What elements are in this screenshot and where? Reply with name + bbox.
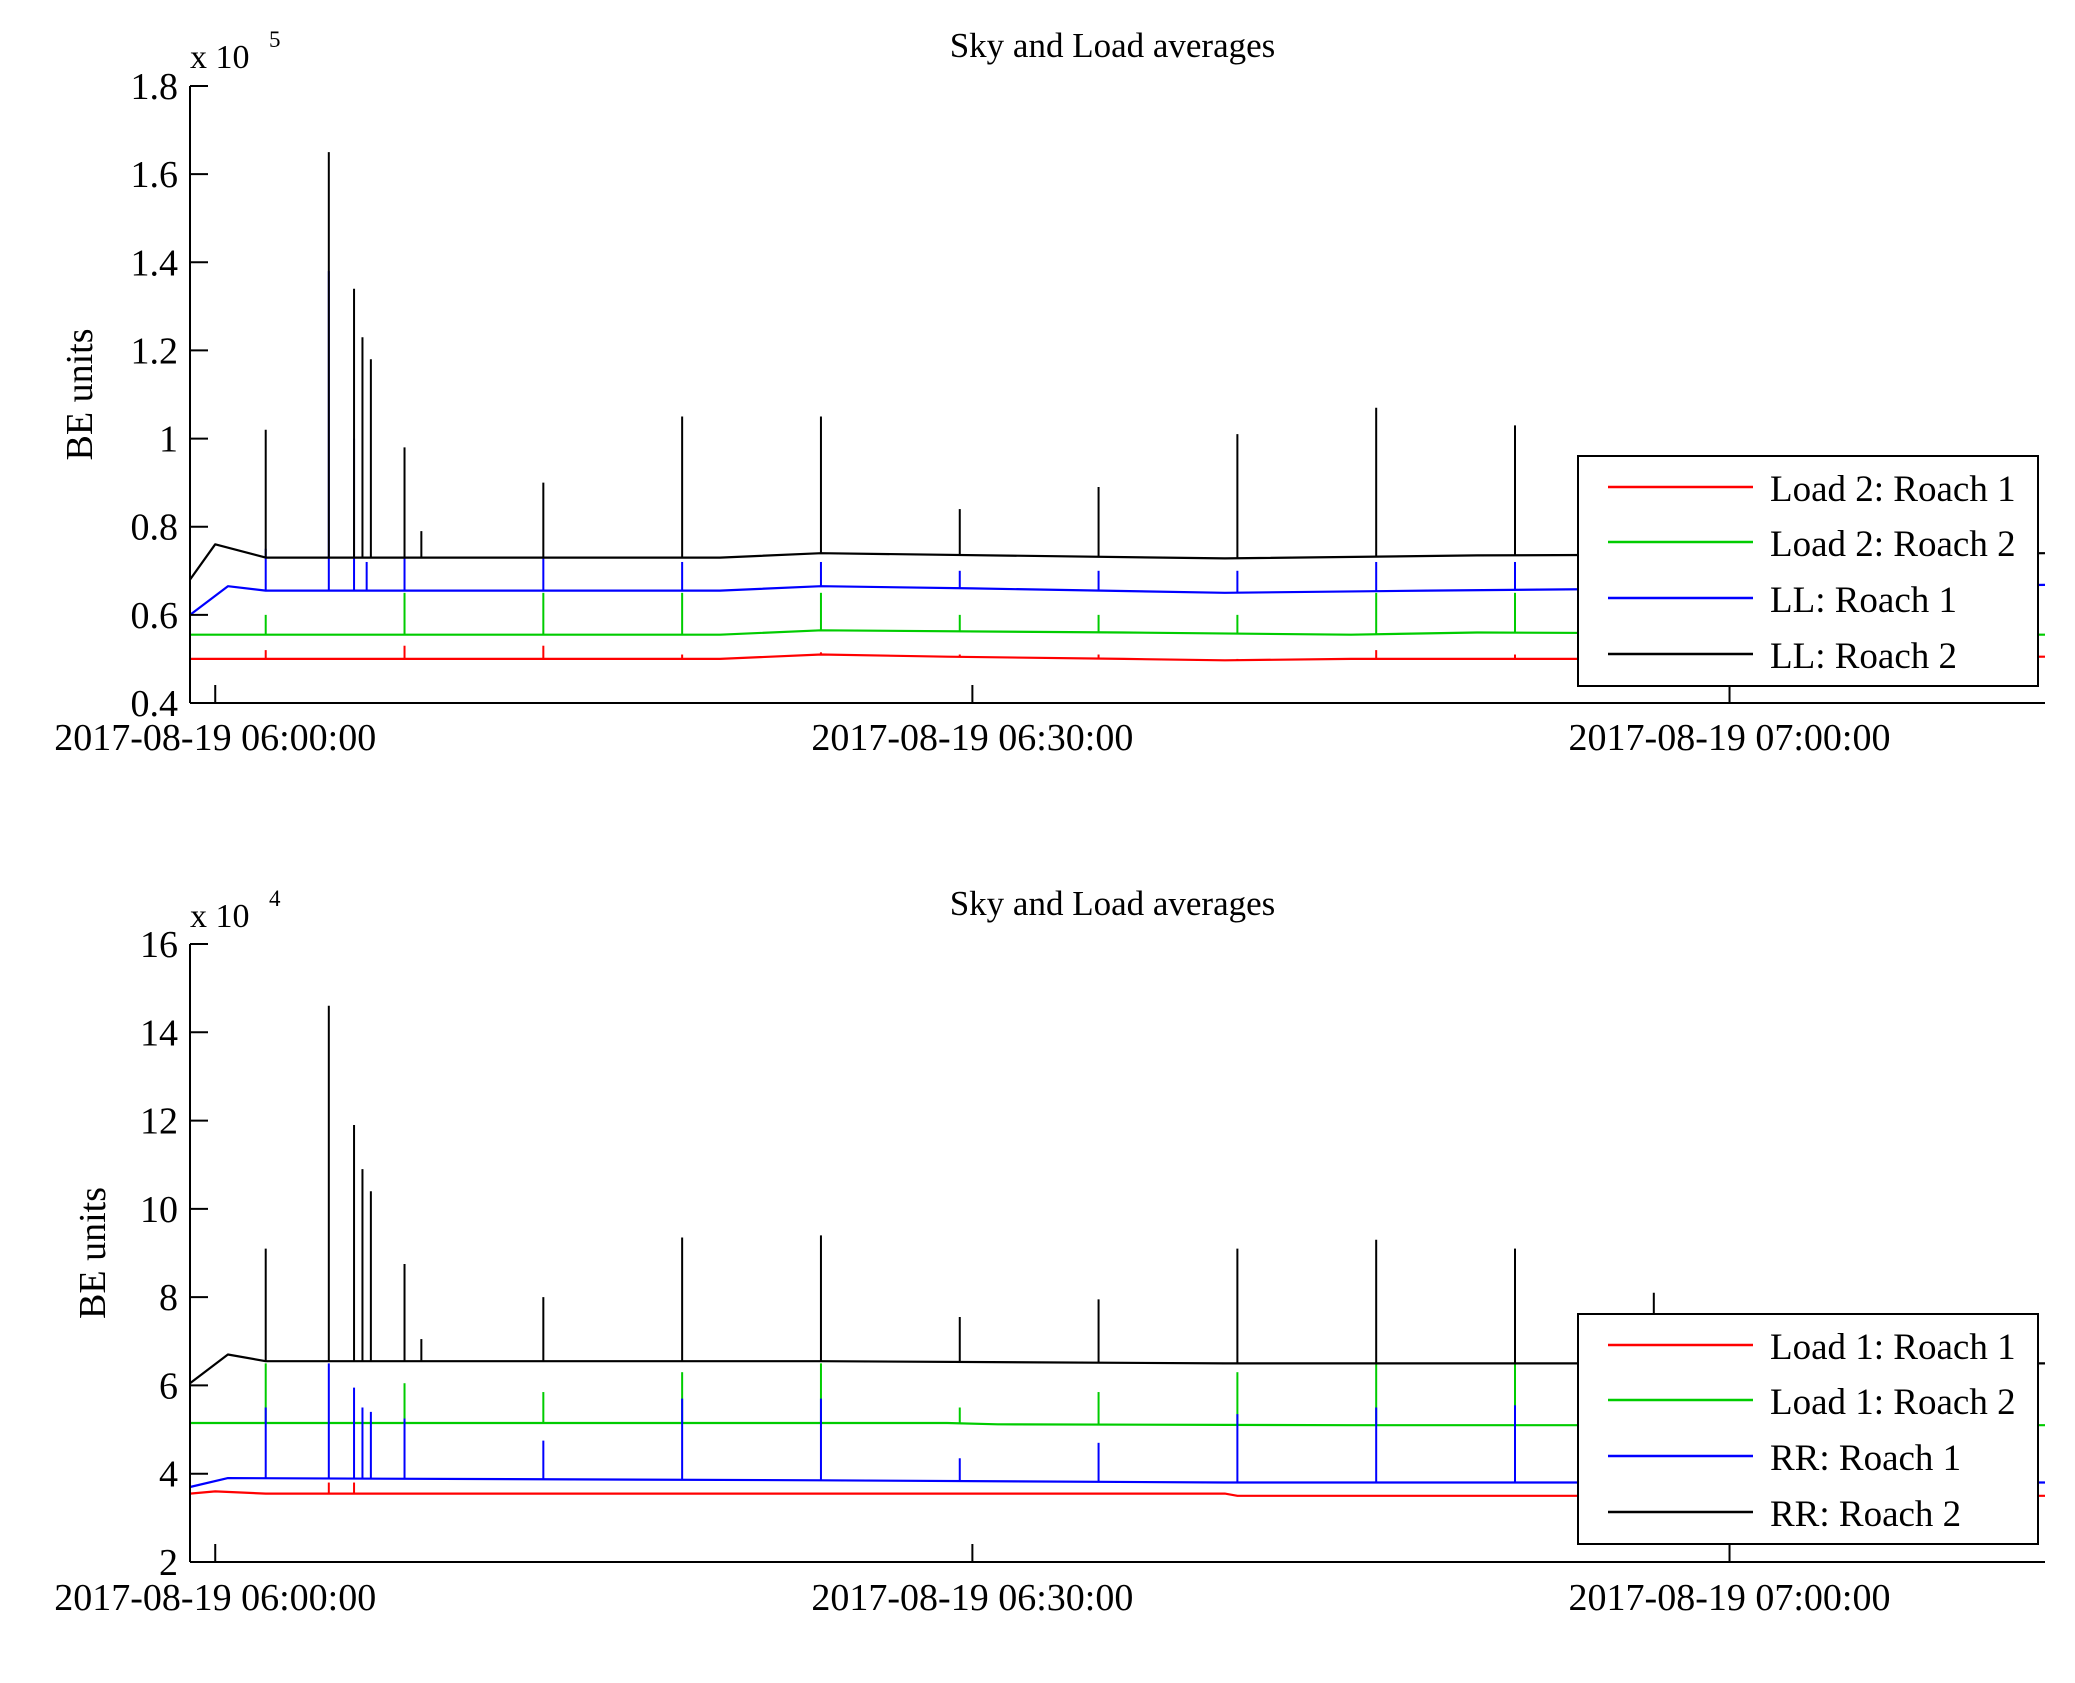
y-exponent-power: 5 — [269, 27, 281, 52]
x-tick-label: 2017-08-19 06:00:00 — [54, 717, 376, 759]
x-tick-label: 2017-08-19 07:00:00 — [1569, 717, 1891, 759]
chart-panel-2: 2 4 6 8 10 12 14 16 2017-08-19 06:00:00 2017-08-1… — [54, 884, 2045, 1619]
y-tick-label: 6 — [159, 1365, 178, 1407]
legend-box — [1577, 455, 2039, 687]
x-tick-label: 2017-08-19 07:00:00 — [1569, 1577, 1891, 1619]
y-tick-label: 2 — [159, 1542, 178, 1584]
legend-label: Load 2: Roach 2 — [1770, 524, 2016, 565]
y-exponent-label: x 10 — [190, 898, 250, 935]
chart-title: Sky and Load averages — [950, 884, 1276, 923]
y-tick-label: 16 — [140, 924, 178, 966]
series-2 — [190, 592, 2046, 636]
chart-panel-1: 0.4 0.6 0.8 1 1.2 1.4 1.6 1.8 2017-08-19 06:00:0… — [54, 26, 2046, 759]
legend-label: RR: Roach 2 — [1770, 1494, 1961, 1535]
y-tick-label: 0.4 — [131, 683, 179, 725]
legend-label: Load 1: Roach 2 — [1770, 1382, 2016, 1423]
series-line — [189, 583, 2046, 616]
series-line — [189, 1490, 2045, 1497]
legend: Load 1: Roach 1 Load 1: Roach 2 RR: Roach … — [1577, 1313, 2039, 1545]
series-line — [190, 629, 2046, 636]
y-exponent-power: 4 — [269, 886, 281, 911]
y-axis-label: BE units — [72, 1187, 114, 1319]
series-line — [189, 543, 2046, 581]
x-tick-label: 2017-08-19 06:30:00 — [811, 717, 1133, 759]
y-tick-label: 0.6 — [131, 595, 179, 637]
y-tick-label: 4 — [159, 1454, 178, 1496]
legend-label: Load 2: Roach 1 — [1770, 469, 2016, 510]
legend-label: Load 1: Roach 1 — [1770, 1327, 2016, 1368]
series-1 — [189, 1482, 2045, 1497]
y-tick-label: 1.8 — [131, 66, 179, 108]
legend-label: LL: Roach 1 — [1770, 580, 1957, 621]
series-4 — [189, 1005, 2045, 1385]
y-exponent-label: x 10 — [190, 39, 250, 76]
y-tick-label: 14 — [140, 1012, 178, 1054]
y-tick-label: 1.2 — [131, 330, 179, 372]
y-tick-label: 10 — [140, 1189, 178, 1231]
x-tick-label: 2017-08-19 06:00:00 — [54, 1577, 376, 1619]
legend-label: LL: Roach 2 — [1770, 636, 1957, 677]
chart-title: Sky and Load averages — [950, 26, 1276, 65]
series-line — [190, 1421, 2045, 1427]
y-tick-label: 8 — [159, 1277, 178, 1319]
y-axis-label: BE units — [59, 329, 101, 461]
y-tick-label: 12 — [140, 1101, 178, 1143]
series-line — [189, 1353, 2045, 1385]
y-tick-label: 1.4 — [131, 242, 179, 284]
series-4 — [189, 152, 2046, 581]
legend-label: RR: Roach 1 — [1770, 1438, 1961, 1479]
x-tick-label: 2017-08-19 06:30:00 — [811, 1577, 1133, 1619]
y-tick-label: 0.8 — [131, 507, 179, 549]
legend-box — [1577, 1313, 2039, 1545]
y-tick-label: 1.6 — [131, 154, 179, 196]
series-3 — [189, 1363, 2045, 1489]
y-tick-label: 1 — [159, 419, 178, 461]
series-1 — [190, 645, 2046, 662]
legend: Load 2: Roach 1 Load 2: Roach 2 LL: Roach … — [1577, 455, 2039, 687]
